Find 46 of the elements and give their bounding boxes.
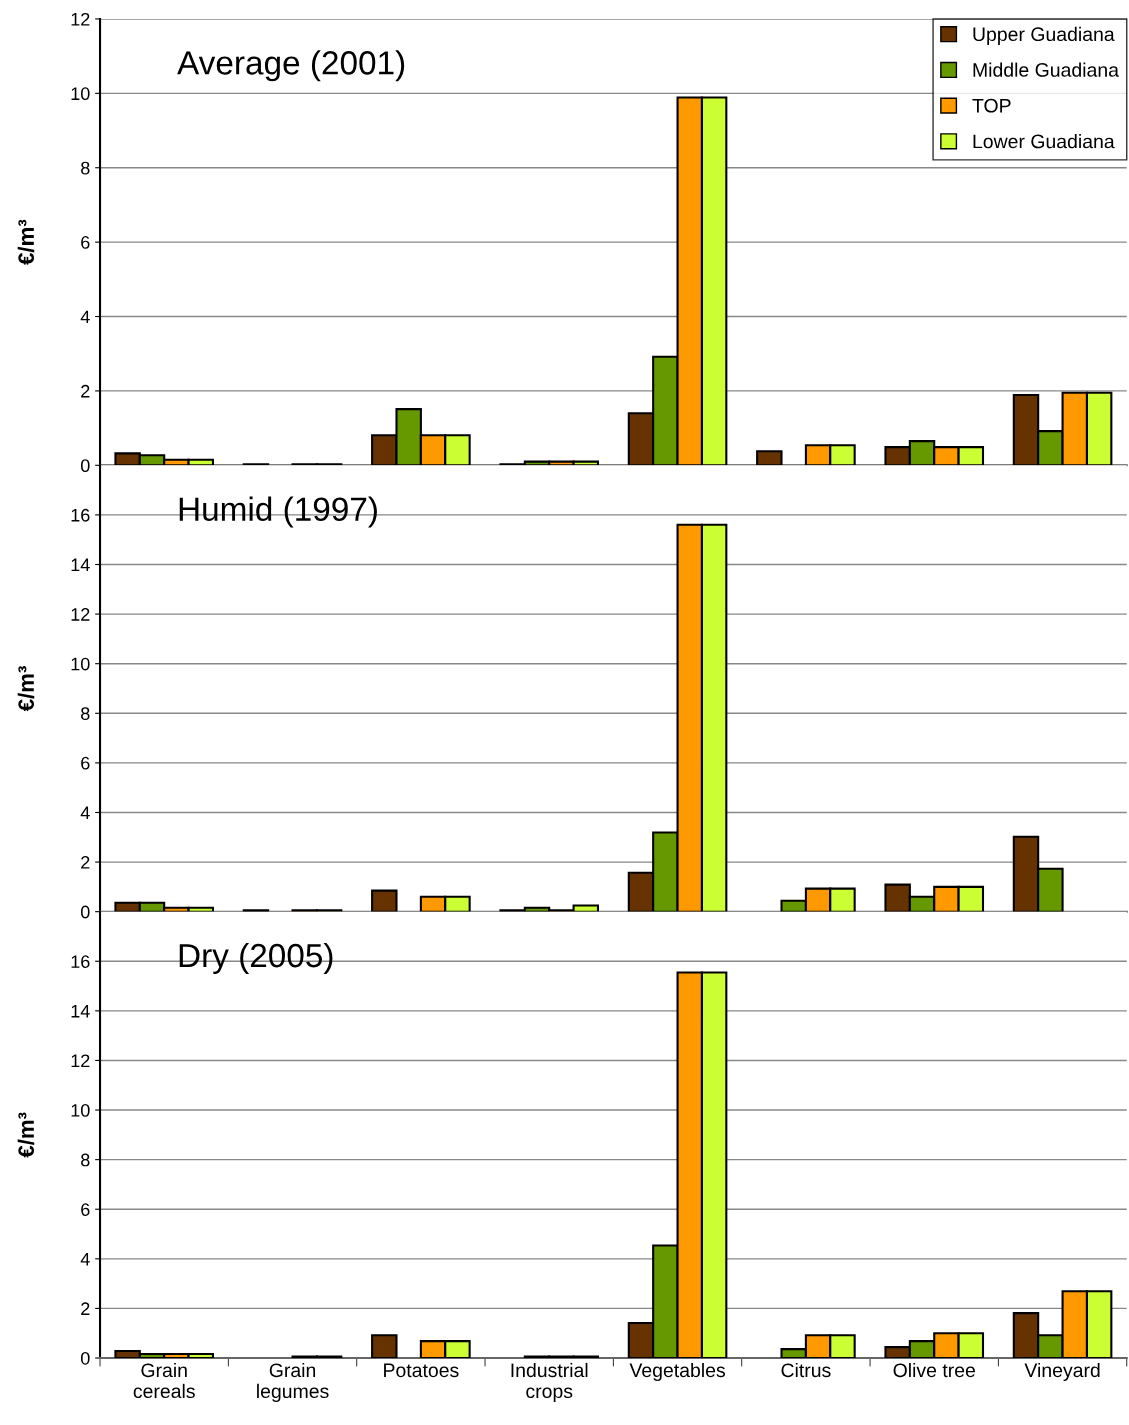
y-tick-label: 4: [80, 310, 90, 324]
y-tick-label: 14: [71, 1004, 90, 1018]
x-tick-label: Grain legumes: [257, 1362, 329, 1402]
legend-label: TOP: [972, 98, 1011, 113]
y-tick-label: 6: [81, 756, 90, 770]
x-tick-label: Vineyard: [1024, 1362, 1100, 1382]
x-tick-label: Industrial crops: [511, 1362, 588, 1402]
y-tick-label: 2: [81, 856, 90, 869]
y-tick-label: 6: [81, 1203, 90, 1216]
y-tick-label: 12: [71, 608, 90, 621]
bar: [371, 889, 398, 912]
y-tick-label: 12: [71, 1054, 90, 1067]
x-tick-label: Grain cereals: [133, 1362, 195, 1399]
y-tick-label: 8: [81, 1153, 90, 1167]
y-tick-label: 2: [81, 1302, 90, 1315]
legend-label: Middle Guadiana: [973, 62, 1119, 77]
y-tick-label: 0: [80, 905, 90, 919]
y-tick-label: 4: [80, 806, 90, 820]
x-tick-label: Potatoes: [384, 1363, 459, 1378]
y-tick-label: 16: [71, 955, 90, 968]
y-tick-label: 6: [81, 236, 90, 249]
y-axis-title: €/m³: [17, 1112, 35, 1158]
y-tick-label: 8: [81, 707, 90, 721]
y-tick-label: 8: [81, 161, 90, 175]
text: Humid (1997): [179, 496, 377, 528]
text: Average (2001): [177, 50, 405, 82]
x-tick-label: Olive tree: [893, 1362, 975, 1378]
y-tick-label: 14: [71, 558, 90, 572]
y-tick-label: 2: [81, 384, 90, 398]
legend-label: Lower Guadiana: [973, 134, 1115, 149]
y-tick-label: 16: [71, 508, 90, 522]
x-tick-label: Citrus: [781, 1362, 831, 1378]
y-axis-title: €/m³: [17, 666, 35, 712]
y-tick-label: 0: [80, 1351, 90, 1365]
y-tick-label: 10: [71, 657, 90, 671]
y-tick-label: 12: [71, 12, 90, 26]
legend-label: Upper Guadiana: [973, 26, 1115, 45]
bar: [756, 450, 783, 466]
bar: [371, 1334, 398, 1359]
x-tick-label: Vegetables: [629, 1362, 725, 1382]
text: Dry (2005): [179, 942, 333, 974]
y-tick-label: 10: [71, 87, 90, 101]
y-tick-label: 4: [80, 1252, 90, 1266]
y-tick-label: 0: [80, 459, 90, 473]
y-axis-title: €/m³: [17, 219, 35, 265]
y-tick-label: 10: [71, 1103, 90, 1117]
